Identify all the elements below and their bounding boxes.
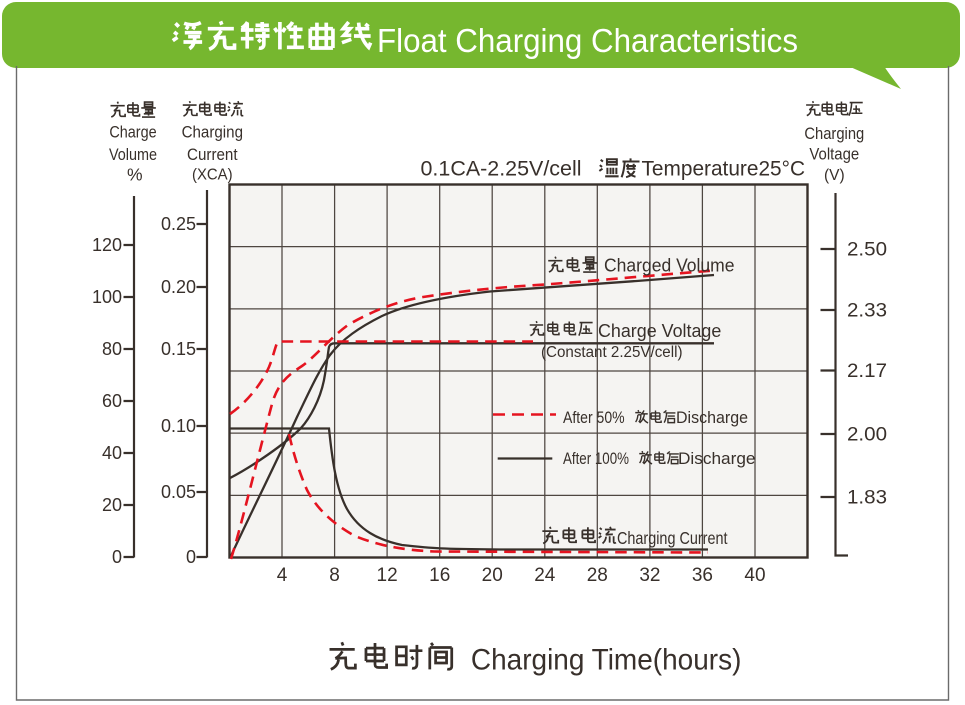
svg-text:40: 40 [744,565,765,586]
svg-text:Charge Voltage: Charge Voltage [598,321,721,341]
svg-text:(XCA): (XCA) [192,167,233,184]
svg-text:0.25: 0.25 [161,214,196,234]
svg-text:120: 120 [92,235,122,255]
svg-text:(V): (V) [824,167,845,184]
svg-text:20: 20 [482,565,503,586]
svg-text:0.1CA-2.25V/cell: 0.1CA-2.25V/cell [421,158,582,181]
svg-text:1.83: 1.83 [847,487,887,509]
svg-text:Charging Current: Charging Current [617,528,728,548]
svg-text:2.17: 2.17 [847,360,887,382]
svg-text:Voltage: Voltage [809,146,859,164]
svg-text:36: 36 [692,565,713,586]
svg-text:Charge: Charge [109,124,156,142]
svg-text:Discharge: Discharge [676,408,748,427]
svg-text:28: 28 [587,565,608,586]
svg-text:8: 8 [329,565,340,586]
svg-text:0.20: 0.20 [161,277,196,297]
svg-text:Temperature25°C: Temperature25°C [642,158,806,181]
svg-text:0: 0 [112,547,122,567]
svg-text:12: 12 [377,565,398,586]
svg-text:4: 4 [277,565,288,586]
svg-text:After 100%: After 100% [563,449,629,468]
svg-text:Charging: Charging [804,125,864,143]
svg-text:Discharge: Discharge [678,449,756,468]
svg-text:Charging Time(hours): Charging Time(hours) [471,644,742,677]
svg-text:2.33: 2.33 [847,300,887,322]
svg-text:100: 100 [92,287,122,307]
svg-text:0: 0 [186,547,196,567]
svg-text:Charging: Charging [182,124,243,142]
svg-text:16: 16 [429,565,450,586]
svg-text:Charged Volume: Charged Volume [604,256,735,276]
svg-text:0.05: 0.05 [161,482,196,502]
svg-text:20: 20 [102,495,122,515]
svg-text:80: 80 [102,339,122,359]
svg-text:2.50: 2.50 [847,239,887,261]
svg-text:%: % [127,164,143,184]
svg-text:32: 32 [639,565,660,586]
svg-text:After 50%: After 50% [563,408,625,427]
svg-text:Current: Current [187,146,238,164]
svg-text:2.00: 2.00 [847,424,887,446]
svg-text:(Constant 2.25V/cell): (Constant 2.25V/cell) [541,344,683,361]
svg-text:0.15: 0.15 [161,339,196,359]
svg-text:Volume: Volume [109,146,157,164]
svg-text:0.10: 0.10 [161,416,196,436]
svg-text:24: 24 [534,565,556,586]
svg-text:60: 60 [102,391,122,411]
svg-text:40: 40 [102,443,122,463]
svg-text:Float Charging Characteristics: Float Charging Characteristics [377,23,798,60]
